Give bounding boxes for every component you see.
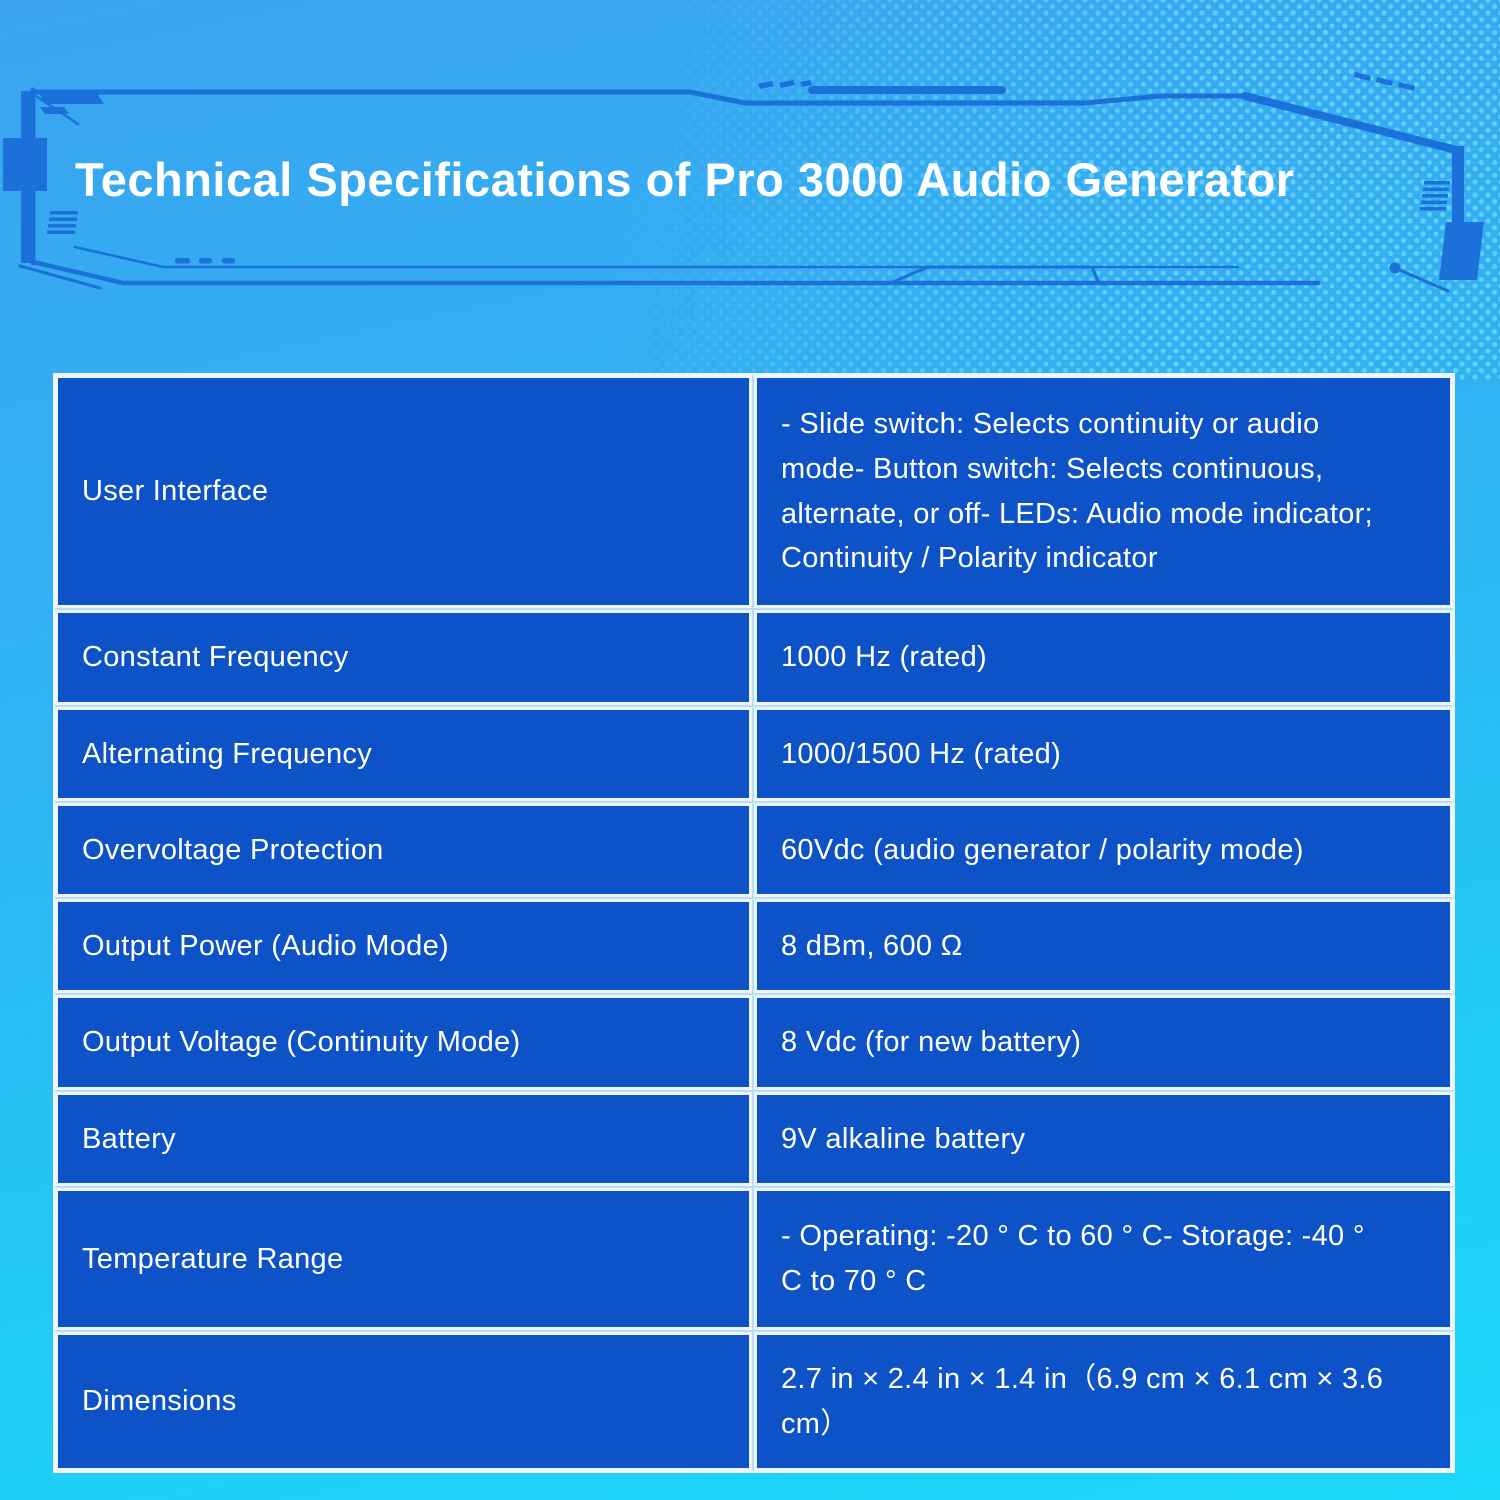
spec-value-constant-frequency: 1000 Hz (rated) [754,610,1453,705]
spec-label-output-voltage: Output Voltage (Continuity Mode) [55,995,752,1090]
spec-label-overvoltage-protection: Overvoltage Protection [55,803,752,897]
spec-label-temperature-range: Temperature Range [55,1188,752,1330]
spec-label-output-power: Output Power (Audio Mode) [55,899,752,993]
spec-label-battery: Battery [55,1092,752,1186]
spec-table: User Interface - Slide switch: Selects c… [53,373,1455,1473]
spec-label-user-interface: User Interface [55,375,752,608]
spec-value-user-interface: - Slide switch: Selects continuity or au… [754,375,1453,608]
halftone-dots-pattern [370,0,1500,380]
spec-value-temperature-range: - Operating: -20 ° C to 60 ° C- Storage:… [754,1188,1453,1330]
spec-label-dimensions: Dimensions [55,1332,752,1471]
spec-value-overvoltage-protection: 60Vdc (audio generator / polarity mode) [754,803,1453,897]
spec-value-alternating-frequency: 1000/1500 Hz (rated) [754,707,1453,801]
spec-value-output-voltage: 8 Vdc (for new battery) [754,995,1453,1090]
spec-label-constant-frequency: Constant Frequency [55,610,752,705]
spec-value-battery: 9V alkaline battery [754,1092,1453,1186]
spec-label-alternating-frequency: Alternating Frequency [55,707,752,801]
spec-value-output-power: 8 dBm, 600 Ω [754,899,1453,993]
page-title: Technical Specifications of Pro 3000 Aud… [75,153,1295,206]
tech-frame-decoration [3,72,1484,293]
spec-value-dimensions: 2.7 in × 2.4 in × 1.4 in（6.9 cm × 6.1 cm… [754,1332,1453,1471]
